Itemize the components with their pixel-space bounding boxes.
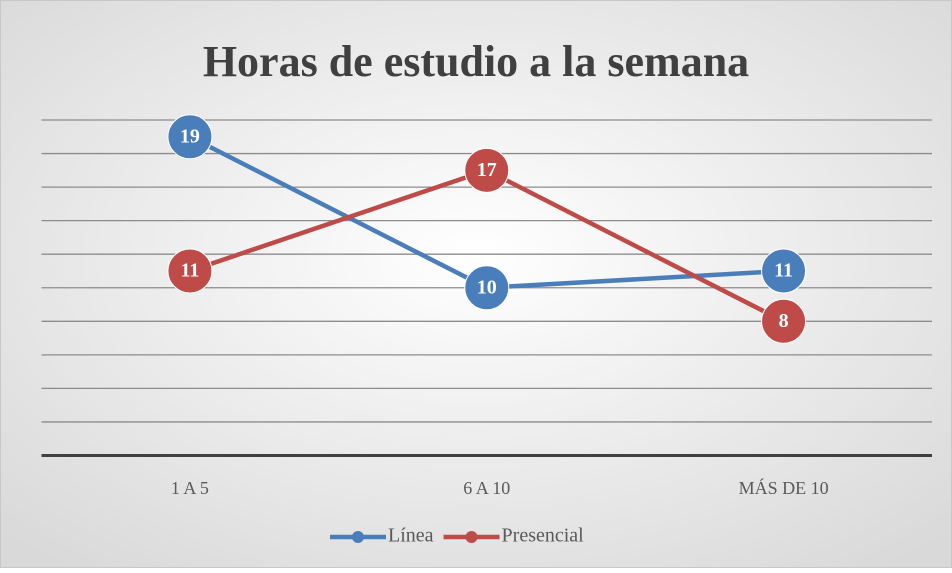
data-label: 19 bbox=[180, 125, 200, 147]
data-point bbox=[167, 248, 213, 294]
data-point bbox=[464, 265, 510, 311]
legend: Línea Presencial bbox=[330, 525, 584, 547]
data-point bbox=[761, 248, 807, 294]
legend-label: Línea bbox=[388, 525, 434, 547]
legend-marker bbox=[352, 531, 364, 543]
x-tick-label: 6 A 10 bbox=[463, 478, 510, 498]
x-tick-label: MÁS DE 10 bbox=[739, 477, 829, 498]
data-point bbox=[464, 147, 510, 193]
data-label: 8 bbox=[779, 310, 789, 332]
chart-title: Horas de estudio a la semana bbox=[203, 37, 749, 86]
legend-marker bbox=[465, 531, 478, 543]
data-label: 10 bbox=[477, 276, 497, 298]
x-tick-label: 1 A 5 bbox=[171, 478, 209, 498]
data-label: 11 bbox=[774, 260, 793, 282]
data-label: 17 bbox=[477, 159, 497, 181]
lines: 19 10 11 11 17 8 bbox=[167, 114, 807, 344]
data-label: 11 bbox=[180, 260, 199, 282]
legend-label: Presencial bbox=[502, 525, 585, 547]
data-point bbox=[167, 114, 213, 160]
data-point bbox=[761, 298, 807, 344]
